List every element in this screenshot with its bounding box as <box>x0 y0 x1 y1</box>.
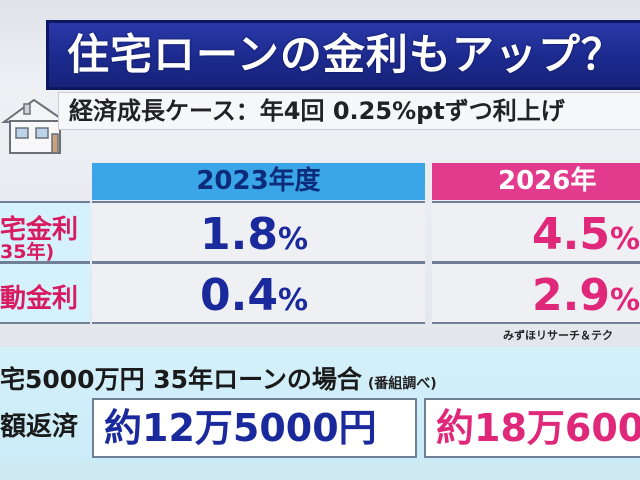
row-label-fixed-rate: 宅金利 35年) <box>0 201 90 263</box>
cell-variable-2026: 2.9% <box>432 262 640 324</box>
repayment-2023: 約12万5000円 <box>92 398 417 458</box>
fixed-2026-value: 4.5 <box>532 209 610 260</box>
cell-fixed-2023: 1.8% <box>92 201 425 263</box>
row-label-variable-rate: 動金利 <box>0 262 90 324</box>
loan-note: (番組調べ) <box>367 376 437 392</box>
fixed-2023-value: 1.8 <box>200 209 278 260</box>
header-2026: 2026年 <box>432 163 640 200</box>
header-2023: 2023年度 <box>92 163 425 200</box>
percent-unit: % <box>609 222 640 257</box>
subtitle: 経済成長ケース：年4回 0.25%ptずつ利上げ <box>69 97 565 125</box>
variable-2023-value: 0.4 <box>200 270 278 321</box>
title-banner: 住宅ローンの金利もアップ？ <box>46 20 640 90</box>
subtitle-bar: 経済成長ケース：年4回 0.25%ptずつ利上げ <box>58 92 640 130</box>
fixed-rate-label: 宅金利 <box>0 215 79 245</box>
variable-2026-value: 2.9 <box>532 270 610 321</box>
percent-unit: % <box>609 283 640 318</box>
cell-fixed-2026: 4.5% <box>432 201 640 263</box>
percent-unit: % <box>277 283 309 318</box>
cell-variable-2023: 0.4% <box>92 262 425 324</box>
percent-unit: % <box>277 222 309 257</box>
bottom-strip <box>0 462 640 480</box>
house-icon <box>0 98 70 154</box>
fixed-rate-sublabel: 35年) <box>0 241 55 263</box>
repayment-2026: 約18万600 <box>424 398 640 458</box>
variable-rate-label: 動金利 <box>0 284 79 314</box>
source-note: みずほリサーチ＆テク <box>503 329 613 342</box>
monthly-repayment-label: 額返済 <box>0 412 79 442</box>
page-title: 住宅ローンの金利もアップ？ <box>67 30 624 79</box>
loan-condition: 宅5000万円 35年ローンの場合 (番組調べ) <box>0 360 437 396</box>
loan-condition-text: 宅5000万円 35年ローンの場合 <box>0 365 362 394</box>
